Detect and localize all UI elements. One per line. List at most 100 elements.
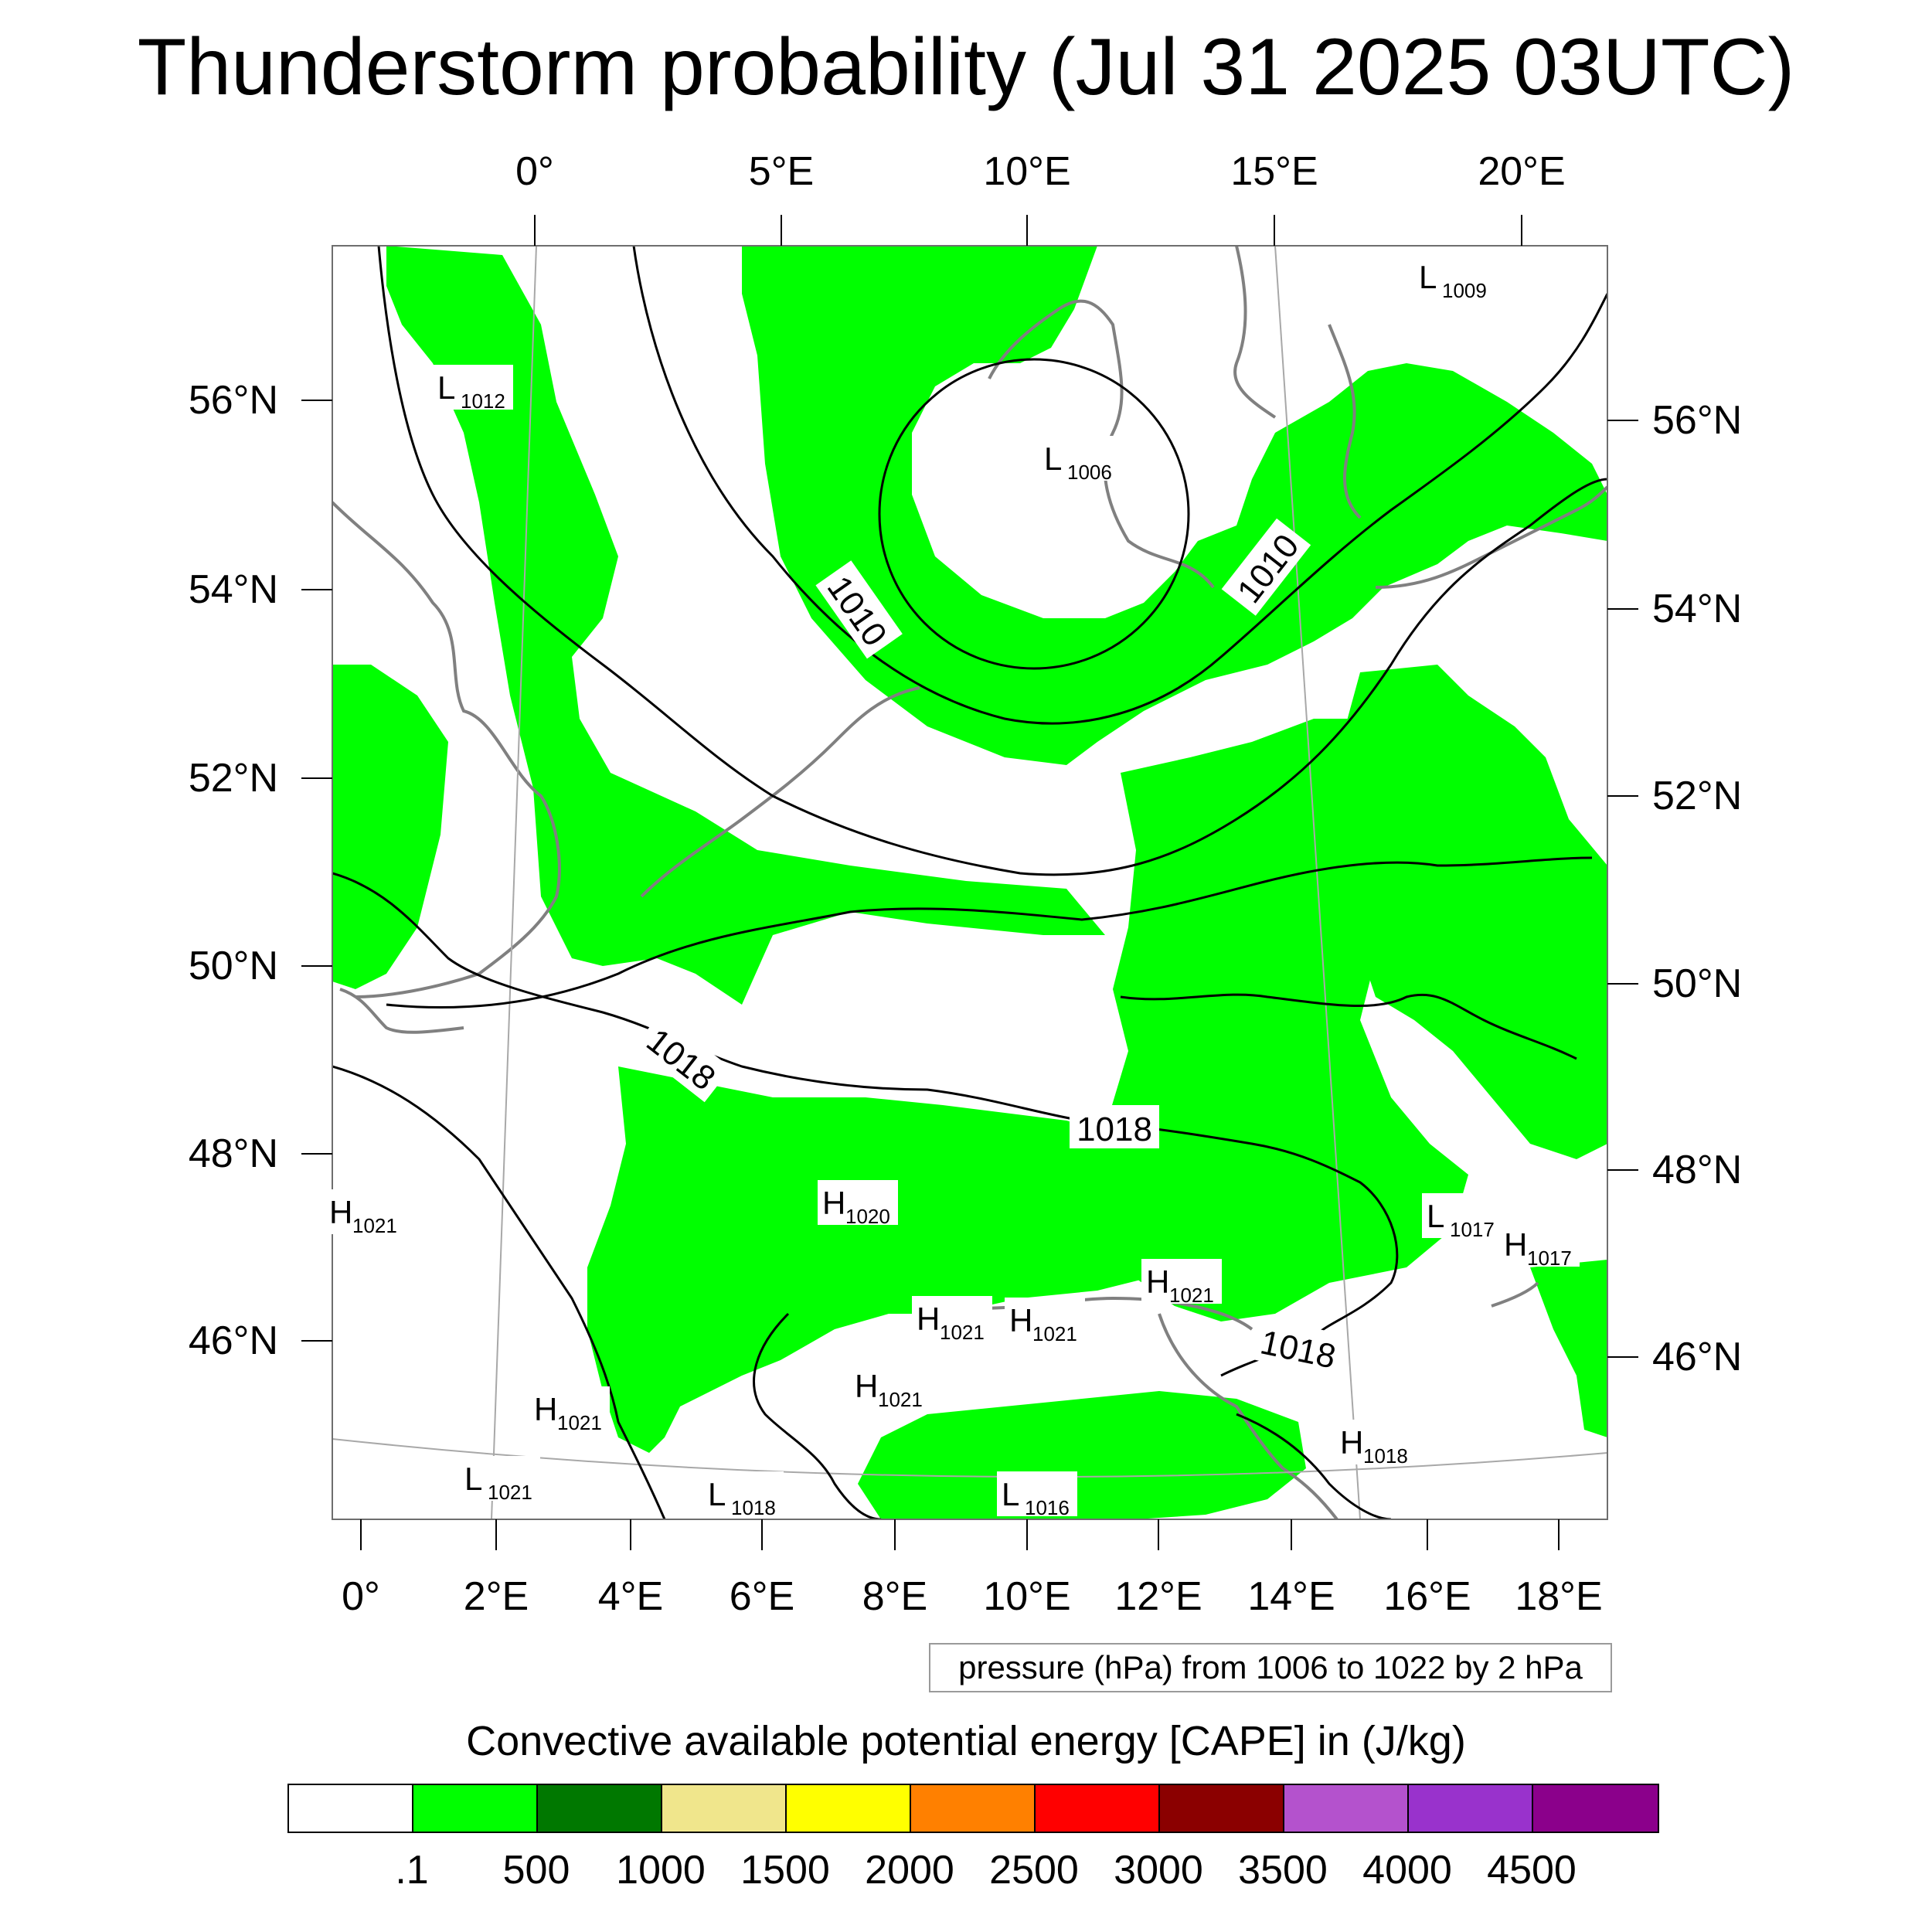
isobar-label-bg bbox=[815, 560, 903, 659]
pressure-marker-type: H bbox=[917, 1301, 940, 1337]
colorbar-label: 4000 bbox=[1362, 1848, 1452, 1893]
cape-region-north-sea bbox=[386, 246, 1105, 1005]
bottom-lon-label: 6°E bbox=[729, 1574, 795, 1619]
pressure-marker-value: 1009 bbox=[1442, 279, 1487, 302]
high-pressure-marker: H 1020 bbox=[818, 1180, 898, 1228]
bottom-lon-label: 8°E bbox=[862, 1574, 928, 1619]
low-pressure-marker: L 1021 bbox=[460, 1456, 540, 1504]
pressure-marker-bg bbox=[1141, 1259, 1222, 1304]
colorbar-swatch bbox=[538, 1785, 662, 1832]
cape-region-east bbox=[1530, 1260, 1607, 1437]
colorbar-label: 1500 bbox=[740, 1848, 830, 1893]
pressure-marker-bg bbox=[997, 1471, 1077, 1516]
pressure-marker-type: H bbox=[1146, 1264, 1169, 1300]
isobar-label-bg bbox=[1070, 1105, 1159, 1148]
top-lon-label: 10°E bbox=[983, 149, 1071, 194]
high-pressure-marker: H 1021 bbox=[529, 1386, 610, 1434]
high-pressure-marker: H 1021 bbox=[1141, 1259, 1222, 1307]
low-pressure-marker: L 1016 bbox=[997, 1471, 1077, 1519]
pressure-marker-type: H bbox=[1009, 1302, 1032, 1338]
high-pressure-marker: H 1018 bbox=[1335, 1420, 1416, 1468]
cape-region-england bbox=[332, 665, 448, 989]
map-plot-area bbox=[332, 246, 1607, 1519]
pressure-marker-type: L bbox=[1002, 1476, 1019, 1512]
pressure-marker-bg bbox=[1005, 1298, 1085, 1342]
pressure-marker-bg bbox=[818, 1180, 898, 1225]
colorbar-swatch bbox=[289, 1785, 413, 1832]
left-lat-label: 56°N bbox=[188, 378, 278, 423]
pressure-marker-value: 1018 bbox=[1363, 1444, 1408, 1468]
pressure-marker-value: 1017 bbox=[1450, 1218, 1495, 1241]
isobar-label-bg bbox=[1250, 1316, 1347, 1378]
pressure-marker-value: 1017 bbox=[1527, 1247, 1572, 1270]
isobar-label-bg bbox=[1221, 518, 1311, 616]
low-pressure-marker: L 1009 bbox=[1414, 254, 1495, 302]
right-lat-label: 48°N bbox=[1652, 1148, 1743, 1192]
coastlines bbox=[332, 246, 1607, 1519]
tick-marks bbox=[301, 215, 1638, 1550]
low-pressure-marker: L 1017 bbox=[1422, 1193, 1502, 1241]
colorbar-swatch bbox=[1036, 1785, 1160, 1832]
bottom-lon-label: 14°E bbox=[1247, 1574, 1335, 1619]
pressure-marker-type: L bbox=[437, 369, 455, 406]
left-lat-label: 54°N bbox=[188, 567, 278, 612]
pressure-marker-value: 1021 bbox=[1032, 1322, 1077, 1345]
top-lon-label: 15°E bbox=[1230, 149, 1318, 194]
colorbar-swatch bbox=[1160, 1785, 1284, 1832]
pressure-marker-value: 1012 bbox=[461, 389, 505, 413]
pressure-marker-value: 1021 bbox=[488, 1481, 532, 1504]
cape-region-france bbox=[587, 1066, 1236, 1453]
colorbar-swatch bbox=[413, 1785, 538, 1832]
top-lon-label: 5°E bbox=[748, 149, 815, 194]
pressure-marker-type: H bbox=[329, 1194, 352, 1230]
pressure-marker-type: H bbox=[534, 1391, 557, 1427]
colorbar bbox=[287, 1784, 1659, 1833]
bottom-lon-label: 10°E bbox=[983, 1574, 1071, 1619]
cape-shading bbox=[332, 246, 1607, 1519]
bottom-lon-label: 2°E bbox=[463, 1574, 529, 1619]
map-title: Thunderstorm probability (Jul 31 2025 03… bbox=[137, 22, 1795, 112]
colorbar-label: 4500 bbox=[1487, 1848, 1577, 1893]
colorbar-label: 1000 bbox=[616, 1848, 706, 1893]
bottom-lon-label: 12°E bbox=[1114, 1574, 1202, 1619]
cape-region-italy bbox=[858, 1391, 1306, 1519]
pressure-marker-value: 1020 bbox=[845, 1205, 890, 1228]
colorbar-swatch bbox=[1533, 1785, 1658, 1832]
colorbar-swatch bbox=[911, 1785, 1036, 1832]
colorbar-swatch bbox=[662, 1785, 787, 1832]
isobar-label-text: 1018 bbox=[1077, 1111, 1152, 1148]
high-pressure-marker: H 1021 bbox=[1005, 1298, 1085, 1345]
left-lat-label: 48°N bbox=[188, 1131, 278, 1176]
high-pressure-marker: H 1021 bbox=[325, 1189, 405, 1237]
pressure-marker-type: L bbox=[1044, 440, 1062, 477]
isobar-label: 1018 bbox=[1070, 1105, 1159, 1148]
pressure-marker-value: 1006 bbox=[1067, 461, 1112, 484]
bottom-lon-label: 4°E bbox=[597, 1574, 664, 1619]
pressure-marker-value: 1021 bbox=[352, 1214, 397, 1237]
bottom-lon-label: 18°E bbox=[1515, 1574, 1603, 1619]
right-lat-label: 52°N bbox=[1652, 774, 1743, 818]
pressure-marker-type: L bbox=[708, 1476, 726, 1512]
pressure-marker-type: H bbox=[1504, 1226, 1527, 1263]
cape-region-baltic-ring bbox=[742, 246, 1607, 765]
pressure-marker-value: 1016 bbox=[1025, 1496, 1070, 1519]
high-pressure-marker: H 1017 bbox=[1499, 1222, 1580, 1270]
pressure-marker-bg bbox=[1414, 254, 1495, 299]
pressure-marker-type: H bbox=[822, 1185, 845, 1221]
pressure-marker-bg bbox=[325, 1189, 405, 1234]
pressure-marker-value: 1021 bbox=[557, 1411, 602, 1434]
high-pressure-marker: H 1021 bbox=[850, 1363, 930, 1411]
pressure-marker-value: 1021 bbox=[1169, 1284, 1214, 1307]
colorbar-label: 2000 bbox=[865, 1848, 954, 1893]
pressure-marker-bg bbox=[912, 1296, 992, 1341]
right-lat-label: 56°N bbox=[1652, 398, 1743, 443]
contour-info-box: pressure (hPa) from 1006 to 1022 by 2 hP… bbox=[929, 1643, 1612, 1692]
colorbar-title: Convective available potential energy [C… bbox=[466, 1718, 1466, 1764]
pressure-marker-type: L bbox=[1419, 259, 1437, 295]
pressure-marker-value: 1018 bbox=[731, 1496, 776, 1519]
pressure-marker-type: L bbox=[464, 1461, 482, 1497]
colorbar-label: 500 bbox=[502, 1848, 570, 1893]
left-lat-label: 52°N bbox=[188, 756, 278, 801]
